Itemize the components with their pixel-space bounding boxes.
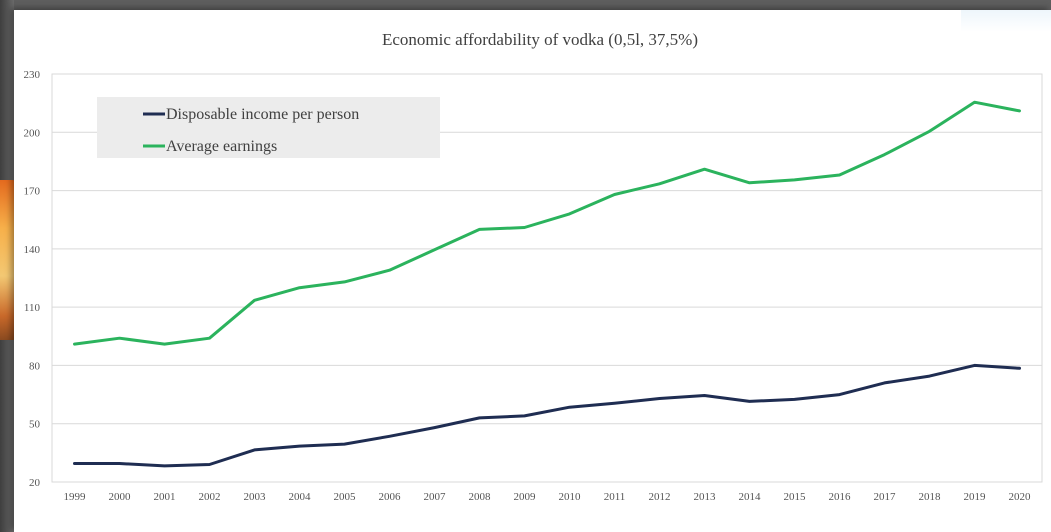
x-tick-label: 2014 — [739, 491, 762, 503]
y-tick-label: 80 — [29, 360, 41, 372]
legend-background — [97, 97, 440, 158]
x-tick-label: 2000 — [109, 491, 132, 503]
series-line-average-earnings — [73, 100, 1021, 346]
x-tick-label: 2008 — [469, 491, 492, 503]
y-axis-ticks: 20 50 80 110 140 170 200 230 — [24, 69, 41, 489]
series-lines — [73, 100, 1021, 468]
x-tick-label: 1999 — [64, 491, 87, 503]
x-tick-label: 2015 — [784, 491, 807, 503]
x-tick-label: 2016 — [829, 491, 852, 503]
x-tick-label: 2017 — [874, 491, 897, 503]
y-tick-label: 200 — [24, 127, 41, 139]
x-tick-label: 2013 — [694, 491, 717, 503]
x-tick-label: 2011 — [604, 491, 626, 503]
chart-card: Economic affordability of vodka (0,5l, 3… — [14, 10, 1051, 532]
legend: Disposable income per person Average ear… — [97, 97, 440, 158]
y-tick-label: 20 — [29, 477, 41, 489]
x-tick-label: 2012 — [649, 491, 671, 503]
plot-border — [51, 73, 1043, 483]
x-tick-label: 2007 — [424, 491, 447, 503]
x-tick-label: 2018 — [919, 491, 942, 503]
x-tick-label: 2006 — [379, 491, 402, 503]
legend-label-average-earnings: Average earnings — [166, 138, 277, 155]
x-axis-ticks: 1999 2000 2001 2002 2003 2004 2005 2006 2007 2008… — [64, 491, 1032, 503]
y-tick-label: 140 — [24, 244, 41, 256]
series-line-disposable-income-per-person — [73, 363, 1021, 468]
x-tick-label: 2010 — [559, 491, 582, 503]
x-tick-label: 2009 — [514, 491, 537, 503]
y-tick-label: 110 — [24, 302, 41, 314]
y-tick-label: 50 — [29, 419, 41, 431]
x-tick-label: 2005 — [334, 491, 357, 503]
x-tick-label: 2020 — [1009, 491, 1032, 503]
x-tick-label: 2001 — [154, 491, 176, 503]
x-tick-label: 2004 — [289, 491, 312, 503]
x-tick-label: 2003 — [244, 491, 267, 503]
corner-decoration — [961, 10, 1051, 32]
x-tick-label: 2019 — [964, 491, 987, 503]
y-tick-label: 170 — [24, 186, 41, 198]
y-tick-label: 230 — [24, 69, 41, 81]
x-tick-label: 2002 — [199, 491, 221, 503]
line-chart: Economic affordability of vodka (0,5l, 3… — [24, 30, 1043, 503]
chart-title: Economic affordability of vodka (0,5l, 3… — [382, 30, 698, 49]
legend-label-disposable-income: Disposable income per person — [166, 106, 359, 123]
gridlines — [51, 73, 1043, 483]
